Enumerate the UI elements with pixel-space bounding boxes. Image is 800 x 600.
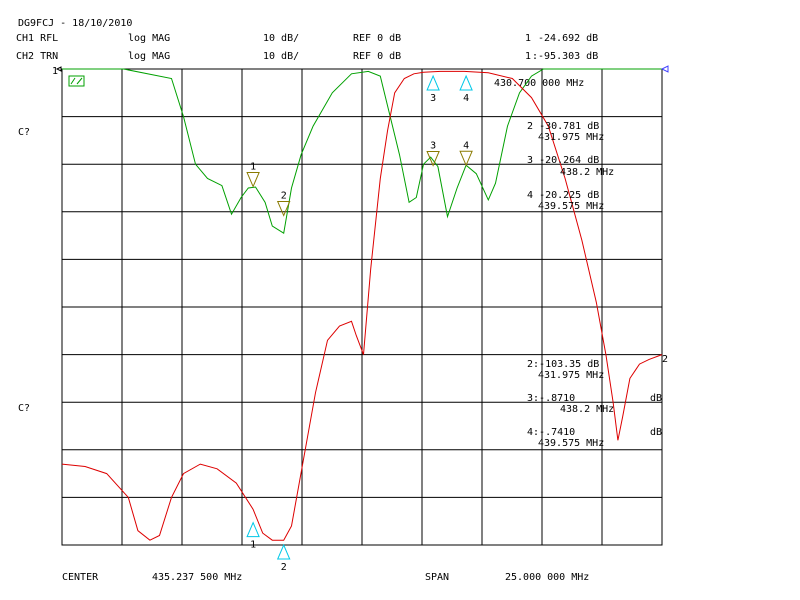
ch2-marker-2-label: 2: [281, 562, 287, 573]
ch2-marker-4-label: 4: [463, 93, 469, 104]
center-label: CENTER: [62, 572, 99, 583]
m1-frequency: 430.700 000 MHz: [494, 78, 585, 89]
ch1-rfl-trace: [62, 68, 662, 235]
instrument-title: DG9FCJ - 18/10/2010: [18, 18, 133, 29]
ch1-format: log MAG: [128, 33, 171, 44]
span-label: SPAN: [425, 572, 450, 583]
ch1-status-box: [68, 75, 85, 87]
ch1-m3-num: 3: [527, 155, 534, 166]
ch2-m3-unit: dB: [650, 393, 663, 404]
span-value: 25.000 000 MHz: [505, 572, 590, 583]
ch1-scale: 10 dB/: [263, 33, 300, 44]
plot-frame: [61, 68, 663, 546]
ch1-m3-freq: 438.2 MHz: [560, 167, 615, 178]
ch2-m4-num: 4: [527, 427, 534, 438]
ch1-m2-value: -30.781 dB: [539, 121, 600, 132]
ch2-marker-1-triangle: [246, 521, 260, 538]
lower-side-label: C?: [18, 403, 31, 414]
ch2-marker-4-readout: 4:-.7410: [527, 427, 575, 439]
ch1-marker-2-readout: 2 -30.781 dB: [527, 121, 599, 133]
ch1-m4-num: 4: [527, 190, 534, 201]
ch1-marker-2-label: 2: [281, 191, 287, 202]
center-value: 435.237 500 MHz: [152, 572, 243, 583]
ch1-m2-num: 2: [527, 121, 534, 132]
ch2-m2-value: :-103.35 dB: [533, 359, 600, 370]
ch2-marker-2-readout: 2:-103.35 dB: [527, 359, 599, 371]
ch1-marker-3-label: 3: [430, 140, 436, 151]
ch1-marker-3-readout: 3 -20.264 dB: [527, 155, 599, 167]
ch2-name: CH2 TRN: [16, 51, 59, 62]
m1-ch1-value: -24.692 dB: [538, 33, 599, 44]
ch1-marker-2-triangle: [276, 201, 291, 217]
ch1-name: CH1 RFL: [16, 33, 59, 44]
ch1-marker-4-readout: 4 -20.225 dB: [527, 190, 599, 202]
ch1-marker-1-label: 1: [250, 162, 256, 173]
ch2-m2-num: 2: [527, 359, 534, 370]
ch2-m4-value: :-.7410: [533, 427, 576, 438]
ch2-scale: 10 dB/: [263, 51, 300, 62]
ch2-ref: REF 0 dB: [353, 51, 402, 62]
m1-number-label-ch2: 1: [525, 51, 532, 62]
ch1-marker-1-triangle: [246, 172, 260, 188]
ch2-marker-3-label: 3: [430, 93, 436, 104]
ch2-marker-4-triangle: [459, 74, 473, 91]
ch1-ref: REF 0 dB: [353, 33, 402, 44]
ch2-m2-freq: 431.975 MHz: [538, 370, 605, 381]
ch2-m4-unit: dB: [650, 427, 663, 438]
ch2-marker-3-readout: 3:-.8710: [527, 393, 575, 405]
m1-ch2-value: :-95.303 dB: [532, 51, 599, 62]
ch2-m3-value: :-.8710: [533, 393, 576, 404]
ch1-m4-value: -20.225 dB: [539, 190, 600, 201]
m1-number-label: 1: [525, 33, 532, 44]
ch2-m3-num: 3: [527, 393, 534, 404]
ch1-ref-arrow: [55, 66, 62, 72]
ch1-status-glyph: [70, 77, 83, 85]
ch1-m3-value: -20.264 dB: [539, 155, 600, 166]
ch1-marker-4-label: 4: [463, 140, 469, 151]
ch1-m2-freq: 431.975 MHz: [538, 132, 605, 143]
ch1-marker-3-triangle: [426, 150, 440, 167]
ch2-m3-freq: 438.2 MHz: [560, 404, 615, 415]
ch2-trn-trace: [61, 70, 663, 541]
ch2-trace-end-label: 2: [662, 354, 668, 365]
ch1-m4-freq: 439.575 MHz: [538, 201, 605, 212]
ch2-ref-arrow: [660, 65, 669, 73]
upper-side-label: C?: [18, 127, 31, 138]
ch1-marker-4-triangle: [459, 150, 473, 167]
ch2-marker-3-triangle: [426, 74, 440, 91]
ch2-marker-2-triangle: [276, 543, 291, 560]
ch2-marker-1-label: 1: [250, 540, 256, 551]
ch2-m4-freq: 439.575 MHz: [538, 438, 605, 449]
ch1-ref-indicator: 1: [52, 66, 58, 77]
ch2-format: log MAG: [128, 51, 171, 62]
